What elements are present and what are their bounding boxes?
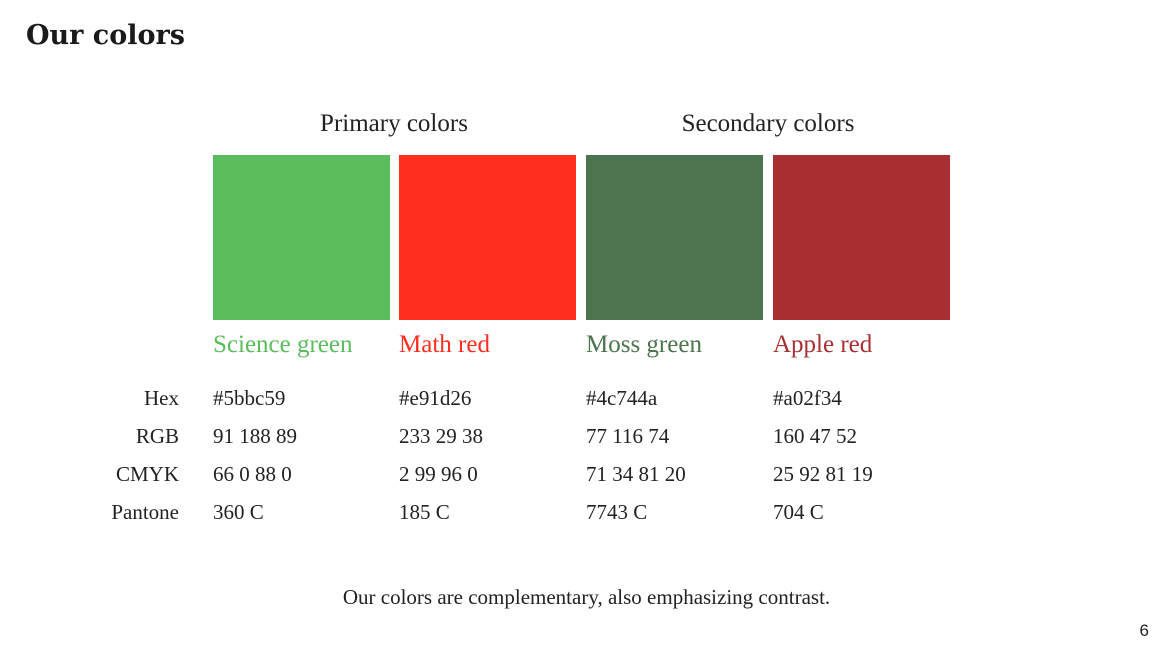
color-name-science-green: Science green xyxy=(213,331,353,358)
rgb-value-math-red: 233 29 38 xyxy=(399,424,483,448)
cmyk-value-science-green: 66 0 88 0 xyxy=(213,462,292,486)
color-name-moss-green: Moss green xyxy=(586,331,702,358)
primary-colors-heading: Primary colors xyxy=(320,110,468,137)
swatch-apple-red xyxy=(773,155,950,320)
pantone-value-science-green: 360 C xyxy=(213,500,264,524)
row-label-cmyk: CMYK xyxy=(115,462,179,486)
pantone-value-moss-green: 7743 C xyxy=(586,500,648,524)
swatch-moss-green xyxy=(586,155,763,320)
page-number: 6 xyxy=(1139,621,1149,640)
cmyk-value-moss-green: 71 34 81 20 xyxy=(586,462,686,486)
cmyk-value-apple-red: 25 92 81 19 xyxy=(773,462,873,486)
swatch-science-green xyxy=(213,155,390,320)
swatch-math-red xyxy=(399,155,576,320)
rgb-value-apple-red: 160 47 52 xyxy=(773,424,857,448)
hex-value-moss-green: #4c744a xyxy=(586,386,658,410)
row-label-rgb: RGB xyxy=(135,424,179,448)
hex-value-science-green: #5bbc59 xyxy=(213,386,286,410)
pantone-value-apple-red: 704 C xyxy=(773,500,824,524)
pantone-value-math-red: 185 C xyxy=(399,500,450,524)
slide-title: Our colors xyxy=(26,20,185,51)
rgb-value-science-green: 91 188 89 xyxy=(213,424,297,448)
color-name-apple-red: Apple red xyxy=(773,331,873,358)
hex-value-math-red: #e91d26 xyxy=(399,386,472,410)
row-label-hex: Hex xyxy=(144,386,179,410)
secondary-colors-heading: Secondary colors xyxy=(681,110,855,137)
cmyk-value-math-red: 2 99 96 0 xyxy=(399,462,478,486)
slide-caption: Our colors are complementary, also empha… xyxy=(342,585,831,609)
color-name-math-red: Math red xyxy=(399,331,490,358)
rgb-value-moss-green: 77 116 74 xyxy=(586,424,670,448)
hex-value-apple-red: #a02f34 xyxy=(773,386,842,410)
row-label-pantone: Pantone xyxy=(111,500,179,524)
